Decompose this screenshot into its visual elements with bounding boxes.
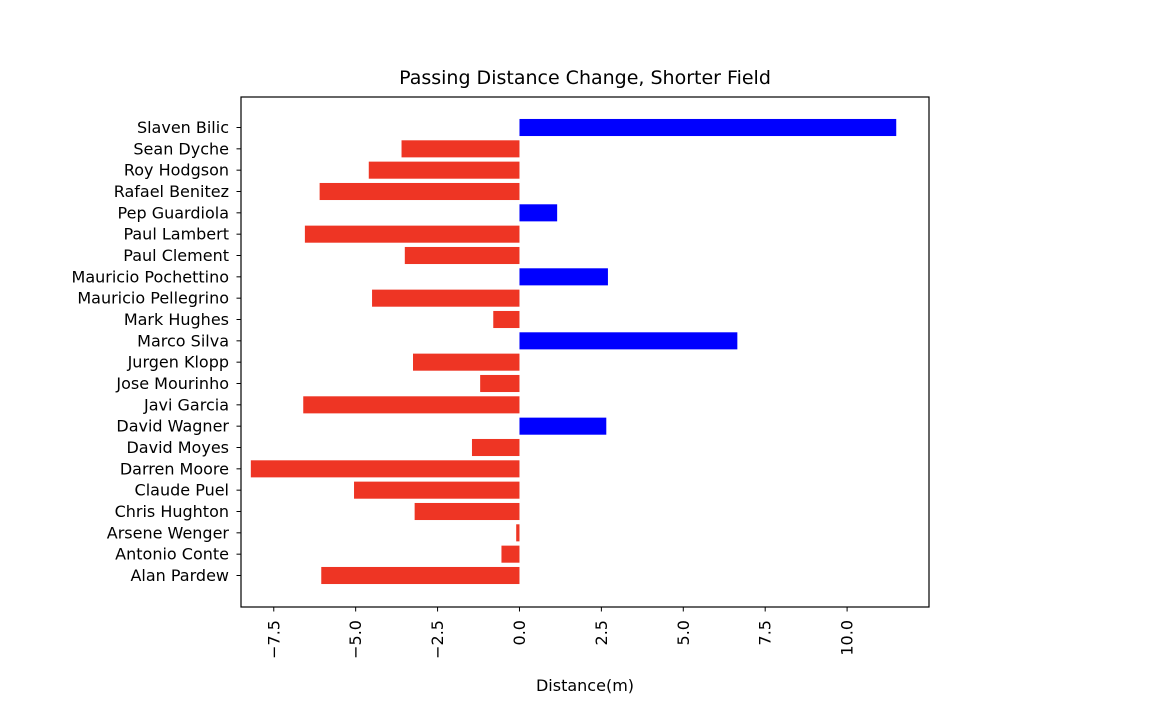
bar xyxy=(519,417,607,435)
y-tick-label: Pep Guardiola xyxy=(118,203,229,222)
x-tick-label: 10.0 xyxy=(838,620,857,656)
x-axis: −7.5 −5.0 −2.5 0.0 2.5 5.0 7.5 10.0 xyxy=(264,607,857,659)
x-tick-label: 7.5 xyxy=(756,620,775,645)
y-tick-label: Jose Mourinho xyxy=(115,374,229,393)
y-tick-label: Mauricio Pellegrino xyxy=(77,289,229,308)
x-tick-label: 2.5 xyxy=(592,620,611,645)
y-tick-label: Claude Puel xyxy=(135,481,229,500)
y-axis: Slaven Bilic Sean Dyche Roy Hodgson Rafael … xyxy=(72,118,241,585)
y-tick-label: Arsene Wenger xyxy=(107,523,230,542)
y-tick-label: Rafael Benitez xyxy=(114,182,229,201)
bars-group xyxy=(250,118,897,585)
y-tick-label: Javi Garcia xyxy=(143,395,229,414)
bar xyxy=(413,353,520,371)
y-tick-label: Chris Hughton xyxy=(115,502,229,521)
bar xyxy=(303,396,520,414)
y-tick-label: Antonio Conte xyxy=(115,545,229,564)
plot-area-frame xyxy=(240,96,930,608)
bar xyxy=(404,246,520,265)
bar xyxy=(471,438,520,457)
y-tick-label: David Moyes xyxy=(126,438,229,457)
bar xyxy=(368,161,520,179)
x-tick-label: −5.0 xyxy=(346,620,365,659)
y-tick-label: Roy Hodgson xyxy=(124,161,229,180)
chart-title: Passing Distance Change, Shorter Field xyxy=(399,67,771,89)
y-tick-label: Paul Clement xyxy=(123,246,229,265)
y-tick-label: Mauricio Pochettino xyxy=(72,267,229,286)
y-tick-label: Sean Dyche xyxy=(133,139,229,158)
bar xyxy=(401,140,520,158)
bar xyxy=(493,310,520,329)
y-tick-label: Marco Silva xyxy=(137,331,229,350)
y-tick-label: Slaven Bilic xyxy=(137,118,229,137)
y-tick-label: Mark Hughes xyxy=(124,310,229,329)
y-tick-label: Jurgen Klopp xyxy=(127,353,229,372)
bar xyxy=(354,481,520,499)
bar xyxy=(519,204,558,222)
x-tick-label: −7.5 xyxy=(264,620,283,659)
bar xyxy=(414,502,520,521)
bar xyxy=(480,374,520,393)
y-tick-label: Darren Moore xyxy=(120,459,229,478)
x-tick-label: 0.0 xyxy=(510,620,529,645)
y-tick-label: David Wagner xyxy=(116,417,229,436)
x-axis-label: Distance(m) xyxy=(536,676,634,695)
bar xyxy=(501,545,520,563)
x-tick-label: −2.5 xyxy=(428,620,447,659)
bar xyxy=(519,268,608,286)
x-tick-label: 5.0 xyxy=(674,620,693,645)
bar xyxy=(519,118,897,137)
bar xyxy=(519,332,738,350)
bar xyxy=(321,566,520,585)
bar xyxy=(319,182,520,201)
y-tick-label: Alan Pardew xyxy=(130,566,229,585)
bar xyxy=(304,225,520,243)
y-tick-label: Paul Lambert xyxy=(123,225,229,244)
bar xyxy=(516,524,520,542)
bar xyxy=(250,460,520,478)
bar xyxy=(372,289,520,307)
